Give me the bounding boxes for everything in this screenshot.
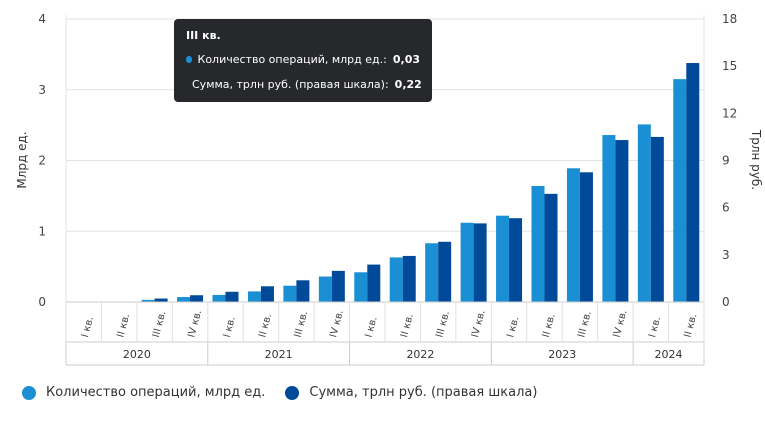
- y-tick-left: 0: [38, 295, 46, 309]
- y-tick-right: 12: [722, 106, 737, 120]
- x-tick-label: III кв.: [576, 310, 594, 339]
- year-label: 2022: [406, 348, 434, 361]
- y-tick-left: 1: [38, 224, 46, 238]
- x-tick-label: II кв.: [683, 313, 700, 339]
- bar-sum: [296, 280, 310, 302]
- bar-count: [177, 297, 191, 302]
- y-axis-label-right: Трлн руб.: [749, 129, 763, 190]
- tooltip-label-count: Количество операций, млрд ед.:: [197, 52, 387, 66]
- bar-sum: [154, 298, 168, 302]
- x-tick-label: IV кв.: [612, 309, 630, 339]
- year-label: 2021: [265, 348, 293, 361]
- x-tick-label: III кв.: [293, 310, 311, 339]
- y-tick-right: 6: [722, 201, 730, 215]
- bar-sum: [615, 140, 629, 302]
- bar-count: [212, 294, 226, 302]
- tooltip-title: III кв.: [186, 29, 221, 42]
- y-tick-right: 0: [722, 295, 730, 309]
- y-tick-right: 15: [722, 59, 737, 73]
- legend-label-count: Количество операций, млрд ед.: [46, 385, 266, 400]
- bar-count: [602, 135, 616, 302]
- legend-item-count[interactable]: Количество операций, млрд ед.: [22, 385, 265, 400]
- y-axis-label-left: Млрд ед.: [15, 131, 29, 188]
- y-tick-left: 2: [38, 154, 46, 168]
- y-tick-right: 9: [722, 154, 730, 168]
- bar-sum: [225, 291, 239, 302]
- tooltip-value-count: 0,03: [392, 52, 420, 66]
- x-tick-label: I кв.: [647, 315, 663, 338]
- x-tick-label: IV кв.: [186, 309, 204, 339]
- tooltip-value-sum: 0,22: [394, 77, 422, 91]
- x-tick-label: III кв.: [434, 310, 452, 339]
- year-label: 2024: [655, 348, 683, 361]
- x-tick-label: I кв.: [364, 315, 380, 338]
- tooltip: III кв. Количество операций, млрд ед.: 0…: [174, 19, 432, 102]
- x-tick-label: II кв.: [541, 313, 558, 339]
- legend-item-sum[interactable]: Сумма, трлн руб. (правая шкала): [285, 385, 537, 400]
- y-tick-right: 3: [722, 248, 730, 262]
- bar-count: [566, 168, 580, 302]
- legend-dot-count: [22, 385, 36, 400]
- x-tick-label: II кв.: [399, 313, 416, 339]
- bar-sum: [473, 223, 487, 302]
- bar-count: [531, 185, 545, 302]
- bar-count: [318, 276, 332, 302]
- bar-sum: [509, 218, 523, 302]
- bar-count: [354, 272, 368, 302]
- bar-count: [673, 79, 687, 302]
- bar-sum: [402, 255, 416, 302]
- x-tick-label: IV кв.: [470, 309, 488, 339]
- x-tick-label: IV кв.: [328, 309, 346, 339]
- bar-sum: [331, 270, 345, 302]
- legend-label-sum: Сумма, трлн руб. (правая шкала): [309, 385, 538, 400]
- bar-sum: [438, 241, 452, 302]
- tooltip-row-sum: Сумма, трлн руб. (правая шкала): 0,22: [186, 77, 422, 91]
- bar-count: [141, 299, 155, 302]
- bar-sum: [190, 295, 204, 302]
- tooltip-label-sum: Сумма, трлн руб. (правая шкала):: [192, 77, 389, 91]
- bar-sum: [367, 264, 381, 302]
- bar-sum: [544, 193, 558, 302]
- y-tick-left: 4: [38, 12, 46, 26]
- legend: Количество операций, млрд ед. Сумма, трл…: [22, 385, 557, 400]
- bar-count: [425, 243, 439, 302]
- tooltip-row-count: Количество операций, млрд ед.: 0,03: [186, 52, 420, 66]
- y-tick-left: 3: [38, 83, 46, 97]
- legend-dot-sum: [285, 385, 300, 400]
- y-tick-right: 18: [722, 12, 737, 26]
- bar-count: [247, 291, 261, 302]
- bar-count: [460, 222, 474, 302]
- bar-sum: [650, 136, 664, 302]
- x-tick-label: III кв.: [151, 310, 169, 339]
- x-tick-label: I кв.: [505, 315, 521, 338]
- x-tick-label: I кв.: [222, 315, 238, 338]
- bar-sum: [686, 63, 700, 303]
- bar-count: [389, 257, 403, 302]
- bar-count: [637, 124, 651, 302]
- x-tick-label: II кв.: [115, 313, 132, 339]
- tooltip-dot-count: [186, 55, 192, 63]
- bar-sum: [260, 286, 274, 302]
- bar-sum: [579, 172, 593, 302]
- year-label: 2020: [123, 348, 151, 361]
- x-tick-label: I кв.: [80, 315, 96, 338]
- bar-count: [496, 215, 510, 302]
- year-label: 2023: [548, 348, 576, 361]
- x-tick-label: II кв.: [257, 313, 274, 339]
- bar-count: [283, 285, 297, 302]
